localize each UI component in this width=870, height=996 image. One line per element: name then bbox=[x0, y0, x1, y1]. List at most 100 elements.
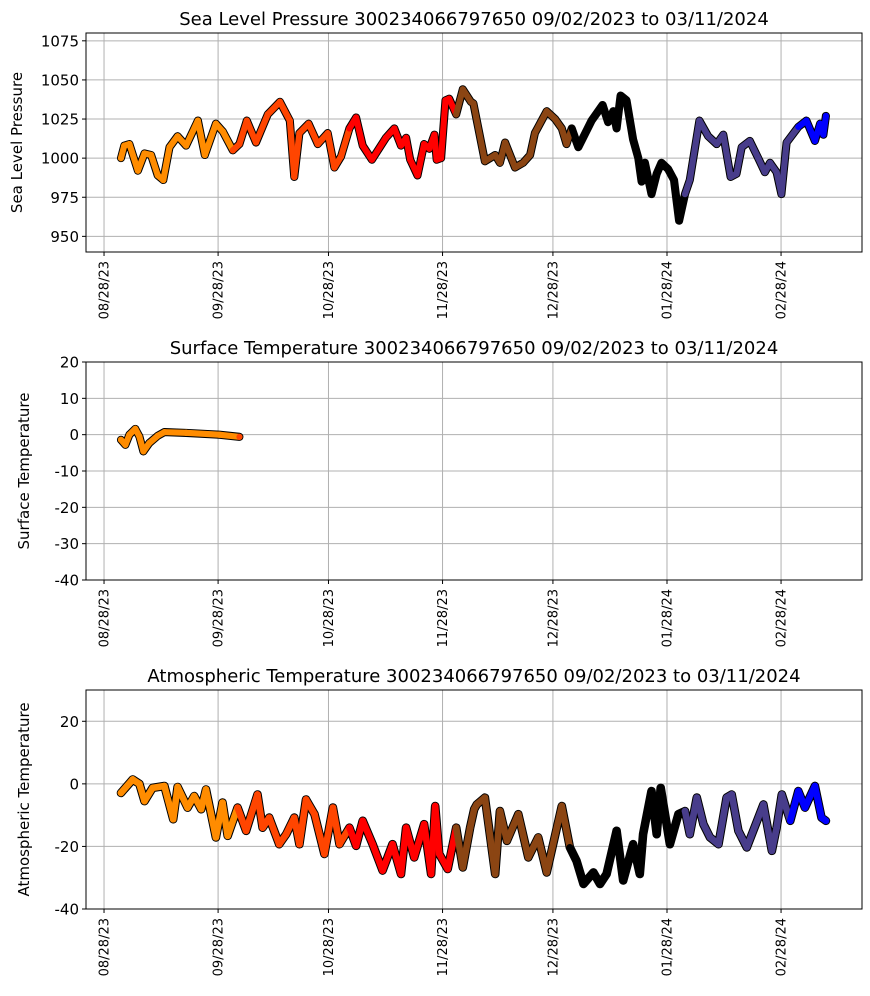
data-point bbox=[286, 117, 293, 124]
data-point bbox=[743, 844, 751, 851]
x-tick-label: 12/28/23 bbox=[546, 918, 561, 976]
data-point bbox=[368, 156, 375, 163]
data-segment bbox=[265, 814, 283, 848]
data-point bbox=[291, 173, 298, 180]
data-point bbox=[183, 429, 190, 436]
y-tick-label: 1025 bbox=[41, 111, 79, 129]
data-point bbox=[760, 801, 767, 808]
data-point bbox=[427, 870, 435, 878]
data-point bbox=[503, 837, 511, 845]
data-point bbox=[453, 111, 460, 118]
data-segment bbox=[219, 128, 236, 154]
data-segment bbox=[291, 130, 303, 180]
data-point bbox=[761, 169, 768, 176]
y-tick-label: -10 bbox=[55, 463, 80, 481]
data-segment bbox=[438, 97, 449, 162]
data-point bbox=[184, 804, 191, 811]
data-point bbox=[329, 804, 337, 811]
data-point bbox=[126, 141, 133, 148]
data-segment bbox=[201, 120, 219, 159]
data-point bbox=[641, 159, 648, 166]
data-point bbox=[359, 817, 366, 825]
x-tick-label: 02/28/24 bbox=[775, 589, 790, 647]
y-tick-label: 1050 bbox=[41, 71, 79, 89]
data-point bbox=[496, 159, 503, 166]
y-tick-label: 0 bbox=[69, 426, 79, 444]
x-tick-label: 12/28/23 bbox=[546, 261, 561, 319]
data-point bbox=[229, 147, 236, 154]
y-tick-label: 950 bbox=[50, 228, 79, 246]
x-tick-label: 10/28/23 bbox=[322, 261, 337, 319]
data-point bbox=[174, 783, 181, 791]
data-segment bbox=[368, 134, 389, 163]
data-point bbox=[665, 166, 672, 173]
data-point bbox=[619, 877, 627, 884]
data-point bbox=[822, 817, 830, 825]
axes-frame bbox=[85, 689, 863, 910]
data-point bbox=[520, 159, 527, 166]
data-point bbox=[466, 824, 474, 831]
data-series bbox=[116, 775, 831, 889]
data-point bbox=[224, 832, 231, 840]
data-point bbox=[397, 870, 405, 878]
data-segment bbox=[811, 782, 825, 821]
data-point bbox=[563, 141, 570, 148]
data-point bbox=[746, 137, 753, 144]
data-point bbox=[259, 824, 266, 831]
data-point bbox=[435, 850, 443, 858]
data-point bbox=[811, 782, 819, 790]
data-point bbox=[140, 448, 147, 455]
data-point bbox=[629, 840, 637, 848]
atmospheric-temperature-chart: 08/28/23 09/28/23 10/28/23 11/28/23 12/28/23… bbox=[15, 666, 863, 976]
data-segment bbox=[820, 112, 829, 138]
data-point bbox=[126, 431, 133, 438]
data-point bbox=[558, 125, 565, 132]
data-point bbox=[132, 425, 139, 432]
data-point bbox=[402, 824, 410, 831]
y-tick-label: -20 bbox=[55, 838, 80, 856]
data-point bbox=[141, 797, 148, 805]
data-point bbox=[426, 145, 433, 152]
data-point bbox=[681, 191, 689, 198]
y-axis-label: Atmospheric Temperature bbox=[15, 702, 33, 896]
data-segment bbox=[502, 139, 519, 171]
data-point bbox=[803, 117, 810, 124]
data-point bbox=[706, 834, 714, 841]
data-point bbox=[713, 141, 720, 148]
data-segment bbox=[543, 802, 566, 876]
data-point bbox=[492, 151, 499, 159]
data-segment bbox=[527, 130, 538, 159]
data-point bbox=[527, 151, 534, 159]
data-point bbox=[166, 144, 173, 151]
data-point bbox=[502, 139, 509, 146]
data-point bbox=[282, 830, 290, 838]
data-point bbox=[252, 139, 260, 146]
data-segment bbox=[431, 131, 440, 163]
data-segment bbox=[134, 150, 148, 174]
data-segment bbox=[743, 801, 767, 851]
data-point bbox=[190, 792, 198, 800]
data-point bbox=[783, 139, 790, 146]
data-point bbox=[735, 827, 742, 835]
x-tick-label: 01/28/24 bbox=[660, 918, 675, 976]
data-point bbox=[613, 125, 620, 132]
data-point bbox=[403, 134, 410, 141]
data-point bbox=[136, 780, 143, 788]
data-point bbox=[359, 142, 366, 149]
data-point bbox=[693, 794, 701, 801]
data-point bbox=[496, 807, 504, 815]
data-point bbox=[202, 786, 210, 793]
data-point bbox=[795, 787, 802, 795]
data-segment bbox=[573, 857, 587, 888]
data-point bbox=[473, 801, 481, 808]
data-segment bbox=[161, 429, 190, 436]
data-point bbox=[727, 173, 734, 180]
data-segment bbox=[296, 796, 310, 848]
y-tick-label: 1075 bbox=[41, 32, 79, 50]
data-point bbox=[558, 802, 566, 810]
data-segment bbox=[783, 123, 802, 146]
data-point bbox=[290, 814, 298, 821]
data-point bbox=[183, 142, 190, 149]
data-point bbox=[481, 794, 489, 801]
